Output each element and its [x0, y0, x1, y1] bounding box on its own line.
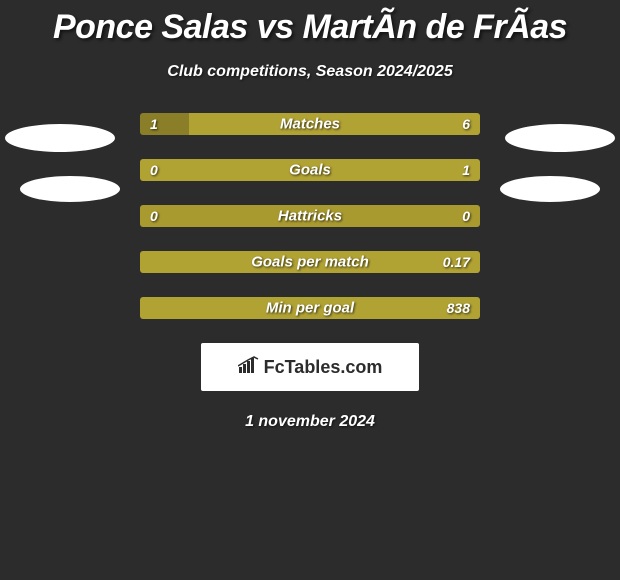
stat-label: Goals per match [251, 254, 369, 271]
bar-container: 0.17 Goals per match [140, 251, 480, 273]
stat-value-left: 0 [150, 162, 158, 178]
stat-row: 0 1 Goals [0, 159, 620, 181]
page-subtitle: Club competitions, Season 2024/2025 [0, 63, 620, 81]
stat-label: Goals [289, 162, 331, 179]
date-label: 1 november 2024 [0, 413, 620, 431]
bar-container: 0 1 Goals [140, 159, 480, 181]
stat-label: Matches [280, 116, 340, 133]
logo-label: FcTables.com [264, 357, 383, 378]
stat-label: Min per goal [266, 300, 354, 317]
bar-container: 0 0 Hattricks [140, 205, 480, 227]
chart-icon [238, 356, 260, 379]
stat-row: 838 Min per goal [0, 297, 620, 319]
stat-row: 1 6 Matches [0, 113, 620, 135]
stat-label: Hattricks [278, 208, 342, 225]
stat-value-right: 0.17 [443, 254, 470, 270]
page-title: Ponce Salas vs MartÃ­n de FrÃ­as [0, 0, 620, 47]
stat-value-right: 6 [462, 116, 470, 132]
stats-chart: 1 6 Matches 0 1 Goals 0 0 Hattricks 0.17 Goals per… [0, 113, 620, 319]
stat-row: 0.17 Goals per match [0, 251, 620, 273]
bar-container: 838 Min per goal [140, 297, 480, 319]
stat-value-right: 1 [462, 162, 470, 178]
stat-value-right: 838 [447, 300, 470, 316]
bar-container: 1 6 Matches [140, 113, 480, 135]
logo-box: FcTables.com [201, 343, 419, 391]
stat-value-right: 0 [462, 208, 470, 224]
bar-left [140, 113, 189, 135]
stat-row: 0 0 Hattricks [0, 205, 620, 227]
stat-value-left: 0 [150, 208, 158, 224]
stat-value-left: 1 [150, 116, 158, 132]
logo: FcTables.com [238, 356, 383, 379]
